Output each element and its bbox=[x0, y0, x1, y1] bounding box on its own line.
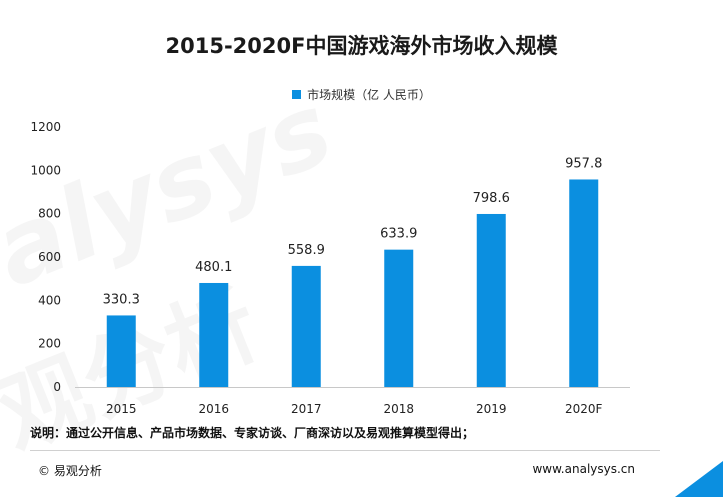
bar bbox=[384, 249, 414, 387]
data-label: 798.6 bbox=[473, 191, 510, 206]
legend-label: 市场规模（亿 人民币） bbox=[307, 88, 431, 102]
x-tick-label: 2018 bbox=[383, 402, 414, 416]
x-tick-label: 2017 bbox=[291, 402, 322, 416]
x-tick-label: 2015 bbox=[106, 402, 137, 416]
bar bbox=[199, 282, 229, 387]
chart-title: 2015-2020F中国游戏海外市场收入规模 bbox=[165, 34, 558, 58]
x-tick-label: 2016 bbox=[198, 402, 229, 416]
legend-swatch bbox=[292, 90, 302, 99]
data-label: 330.3 bbox=[103, 292, 140, 307]
y-tick-label: 200 bbox=[38, 337, 61, 351]
y-tick-label: 800 bbox=[38, 207, 61, 221]
data-label: 558.9 bbox=[288, 243, 325, 258]
y-tick-label: 600 bbox=[38, 250, 61, 264]
y-tick-label: 0 bbox=[53, 380, 61, 394]
legend: 市场规模（亿 人民币） bbox=[0, 86, 723, 103]
data-label: 633.9 bbox=[380, 227, 417, 242]
y-tick-label: 400 bbox=[38, 293, 61, 307]
bar bbox=[476, 213, 506, 387]
bar bbox=[569, 179, 599, 387]
website-link[interactable]: www.analysys.cn bbox=[532, 462, 635, 476]
source-note: 说明：通过公开信息、产品市场数据、专家访谈、厂商深访以及易观推算模型得出； bbox=[30, 426, 475, 440]
copyright: © 易观分析 bbox=[38, 464, 102, 478]
y-tick-label: 1000 bbox=[30, 163, 61, 177]
data-label: 480.1 bbox=[195, 260, 232, 275]
x-tick-label: 2019 bbox=[476, 402, 507, 416]
bar bbox=[106, 315, 136, 387]
footer-divider bbox=[30, 450, 660, 451]
corner-decoration bbox=[675, 461, 723, 497]
x-tick-label: 2020F bbox=[565, 402, 603, 416]
y-tick-label: 1200 bbox=[30, 120, 61, 134]
bar bbox=[291, 265, 321, 387]
data-label: 957.8 bbox=[565, 156, 602, 171]
